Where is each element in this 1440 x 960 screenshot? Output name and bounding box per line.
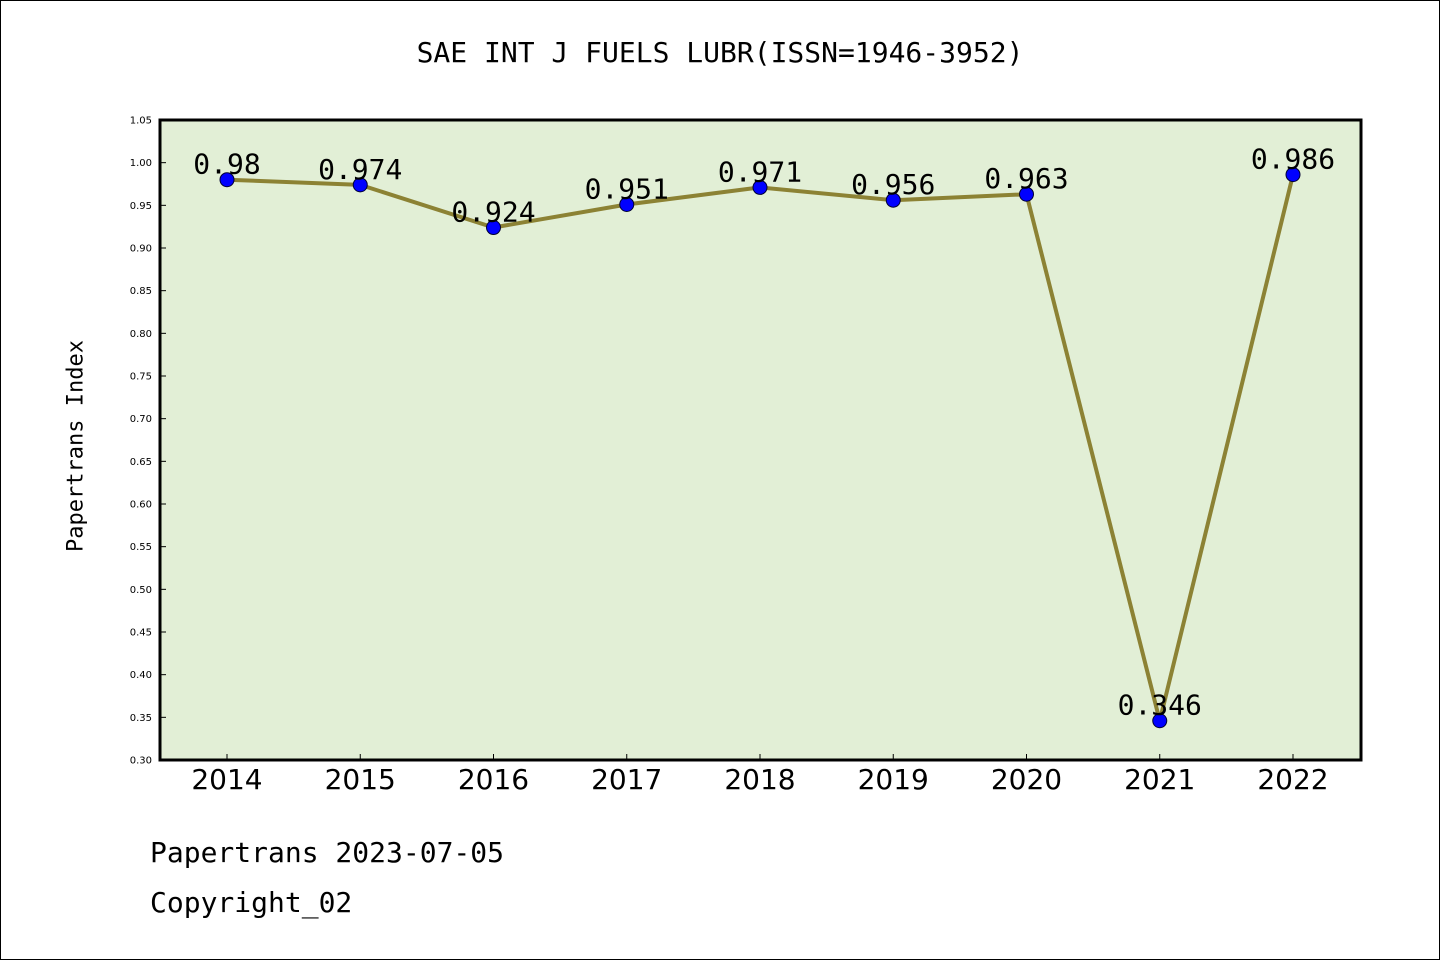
chart-title: SAE INT J FUELS LUBR(ISSN=1946-3952) bbox=[416, 36, 1024, 69]
y-tick-label: 0.90 bbox=[130, 244, 152, 255]
footer-date: Papertrans 2023-07-05 bbox=[150, 836, 505, 869]
data-point bbox=[1019, 186, 1034, 202]
y-tick-label: 0.30 bbox=[130, 756, 152, 767]
data-label: 0.924 bbox=[451, 196, 535, 229]
data-label: 0.346 bbox=[1118, 689, 1202, 722]
data-point bbox=[219, 172, 235, 188]
y-tick-label: 0.85 bbox=[130, 286, 152, 297]
y-tick-label: 0.50 bbox=[130, 585, 152, 596]
x-tick-label: 2014 bbox=[191, 763, 262, 796]
y-tick-label: 0.60 bbox=[130, 500, 152, 511]
x-tick-label: 2018 bbox=[724, 763, 795, 796]
data-point bbox=[885, 192, 901, 208]
y-tick-label: 0.65 bbox=[130, 457, 152, 468]
y-tick-label: 0.75 bbox=[130, 372, 152, 383]
plot-border bbox=[158, 118, 1363, 762]
plot-area bbox=[160, 120, 1361, 760]
data-label: 0.956 bbox=[851, 168, 935, 201]
y-tick-label: 0.45 bbox=[130, 628, 152, 639]
data-label: 0.986 bbox=[1251, 143, 1335, 176]
x-tick-label: 2015 bbox=[325, 763, 396, 796]
data-label: 0.971 bbox=[718, 155, 802, 188]
x-tick-label: 2021 bbox=[1124, 763, 1195, 796]
y-tick-label: 1.00 bbox=[130, 158, 152, 169]
data-point bbox=[352, 177, 368, 193]
x-tick-label: 2017 bbox=[591, 763, 662, 796]
y-tick-label: 0.80 bbox=[130, 329, 152, 340]
data-label: 0.963 bbox=[984, 162, 1068, 195]
data-label: 0.974 bbox=[318, 153, 402, 186]
x-tick-label: 2020 bbox=[991, 763, 1062, 796]
data-point bbox=[752, 179, 768, 195]
y-tick-label: 0.95 bbox=[130, 201, 152, 212]
y-tick-label: 0.55 bbox=[130, 542, 152, 553]
data-point bbox=[619, 196, 635, 212]
x-tick-label: 2019 bbox=[858, 763, 929, 796]
y-tick-label: 0.35 bbox=[130, 713, 152, 724]
data-label: 0.951 bbox=[585, 172, 669, 205]
y-tick-label: 0.70 bbox=[130, 414, 152, 425]
data-point bbox=[1285, 167, 1301, 183]
x-tick-label: 2022 bbox=[1257, 763, 1328, 796]
data-label: 0.98 bbox=[193, 148, 260, 181]
data-point bbox=[486, 220, 501, 236]
data-point bbox=[1152, 713, 1168, 729]
footer-copyright: Copyright_02 bbox=[150, 886, 353, 919]
y-tick-label: 0.40 bbox=[130, 670, 152, 681]
y-tick-label: 1.05 bbox=[130, 116, 152, 127]
x-tick-label: 2016 bbox=[458, 763, 529, 796]
